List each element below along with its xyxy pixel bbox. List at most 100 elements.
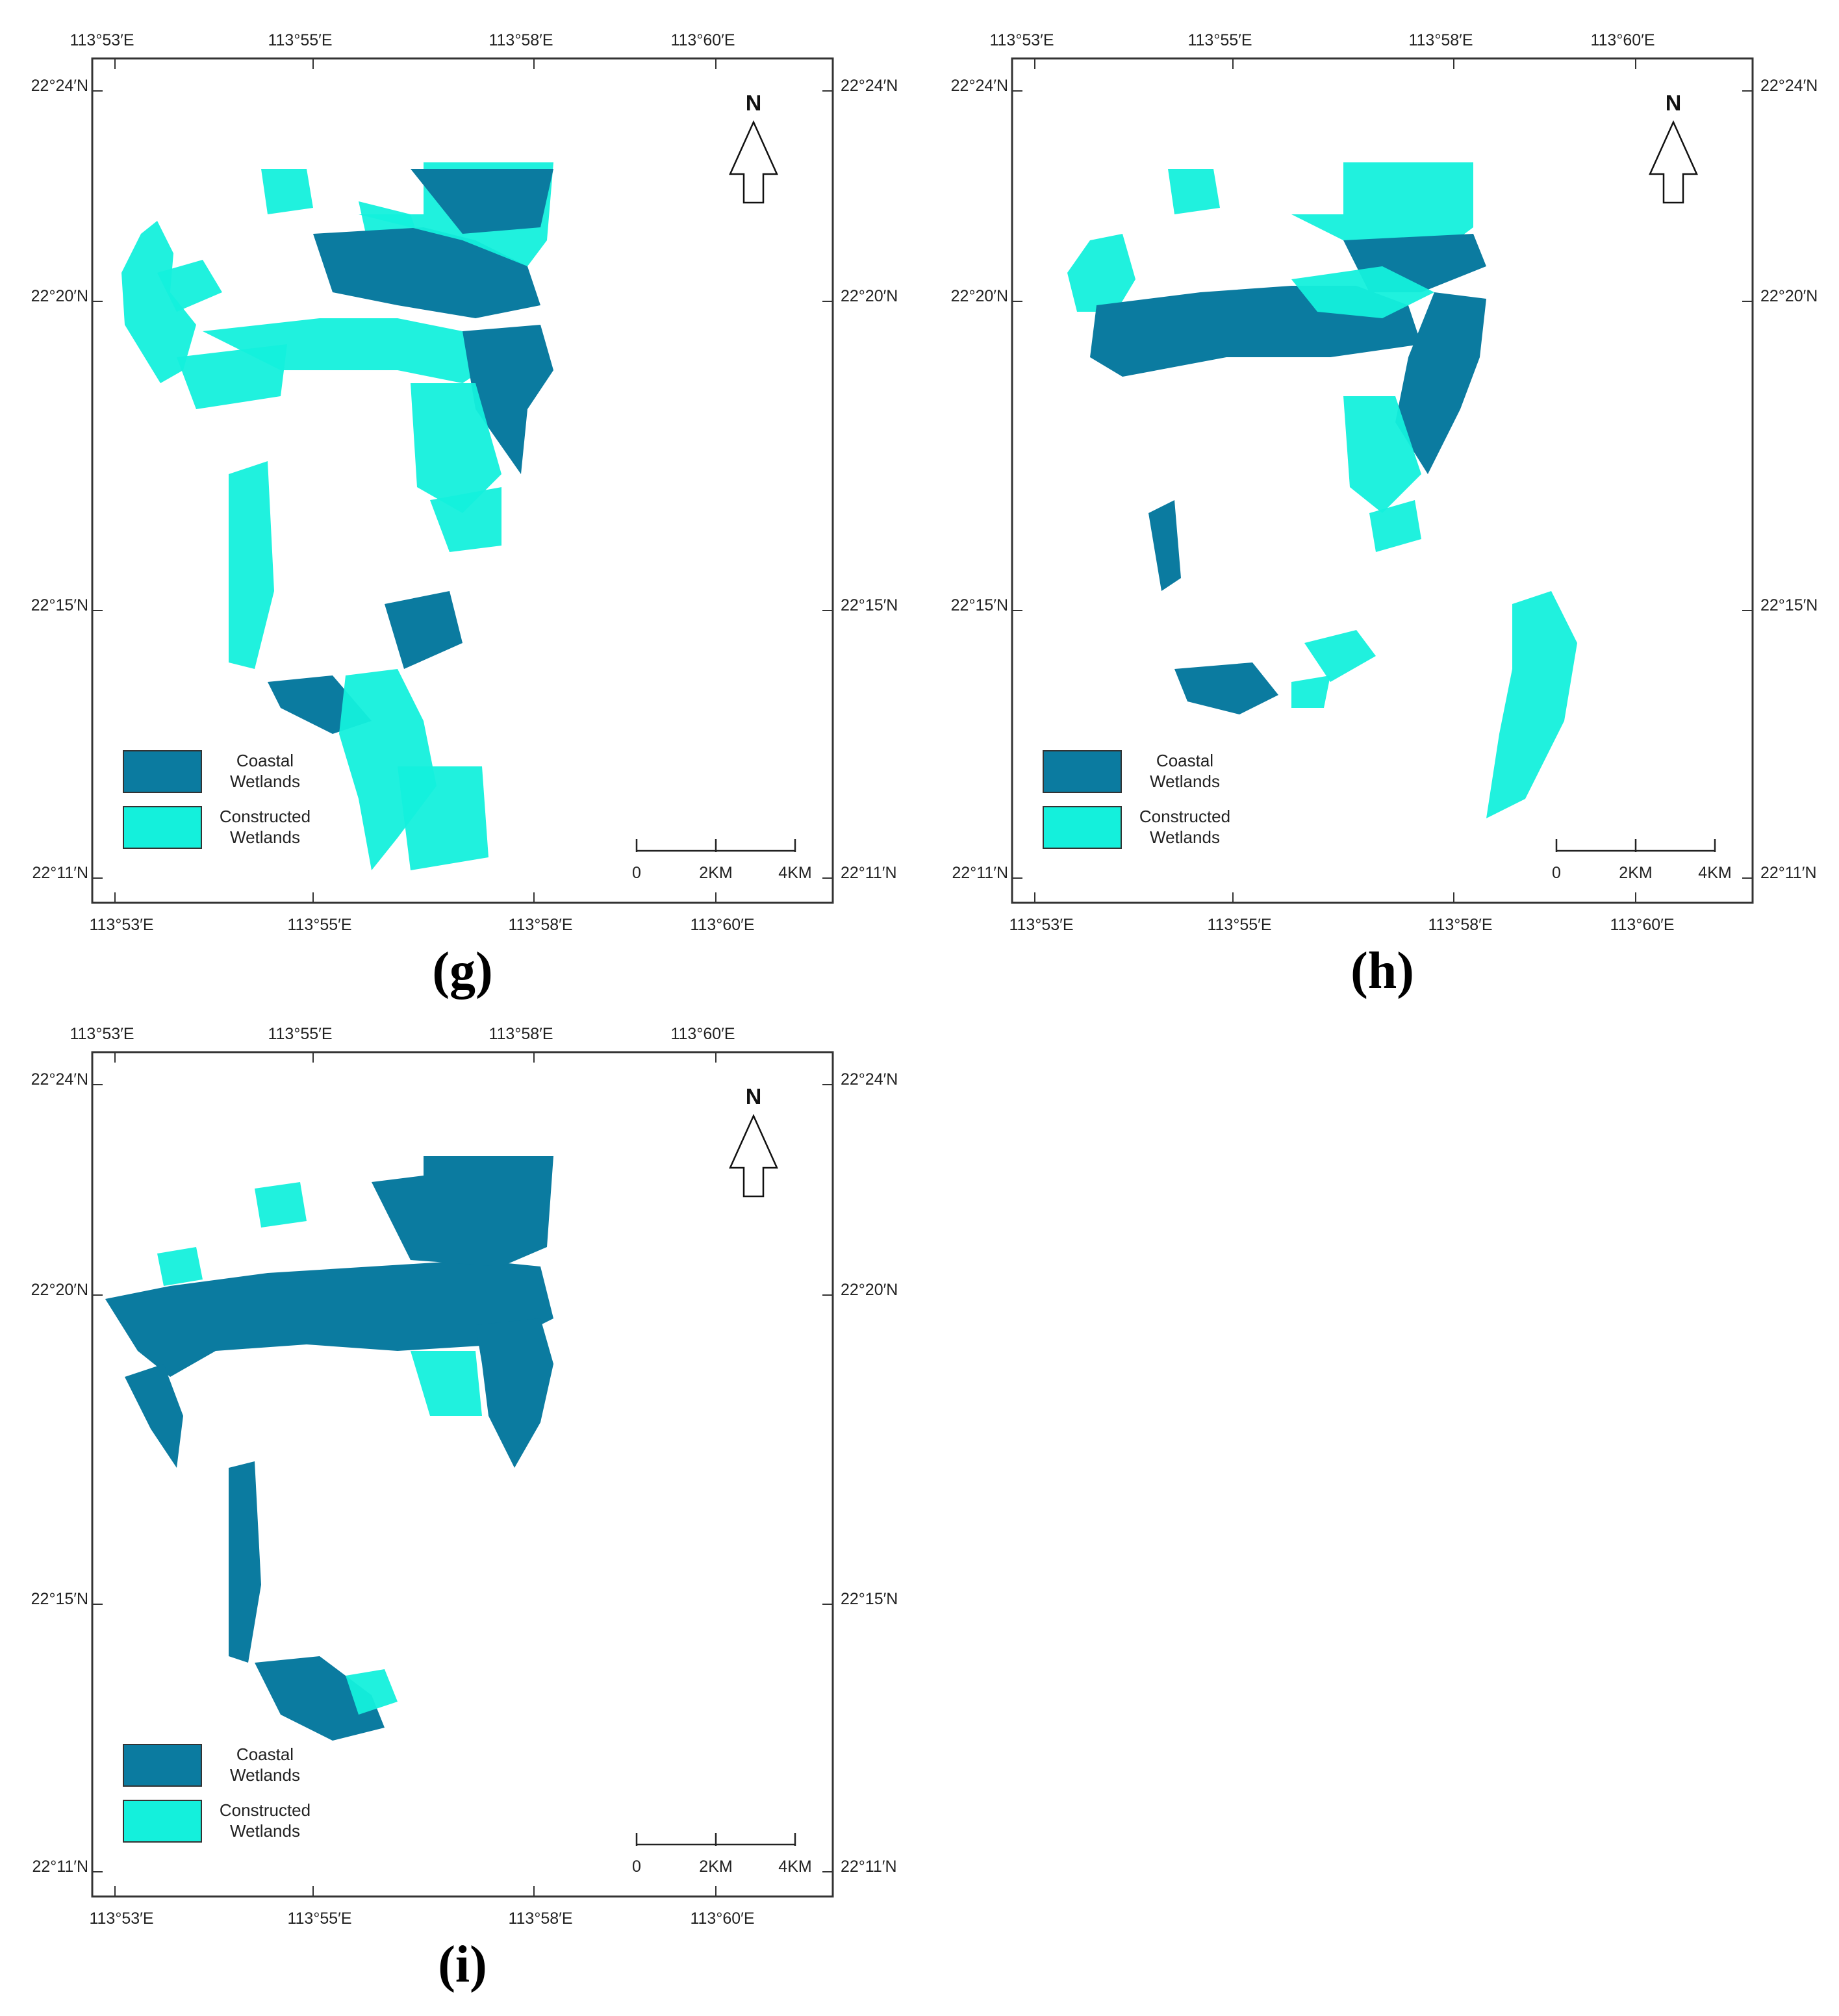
scale-bar-label: 4KM xyxy=(778,864,811,882)
lon-label-bottom: 113°60′E xyxy=(1610,916,1674,934)
constructed-wetland-region xyxy=(121,221,196,383)
legend-swatch-constructed xyxy=(123,1800,202,1843)
panel-label-g: (g) xyxy=(432,942,493,1000)
map-panel-g: 113°53′E 113°53′E 113°55′E 113°55′E 113°58′E… xyxy=(8,19,917,968)
lat-label-left: 22°15′N xyxy=(951,596,1008,614)
lat-label-right: 22°20′N xyxy=(841,287,898,305)
scale-bar-label: 0 xyxy=(632,1858,641,1876)
coastal-wetland-region xyxy=(255,1656,385,1741)
lon-label-bottom: 113°53′E xyxy=(89,916,153,934)
scale-bar-label: 4KM xyxy=(1698,864,1731,882)
legend-label-constructed-2: Wetlands xyxy=(230,827,300,847)
constructed-wetland-region xyxy=(1168,169,1220,214)
constructed-wetland-region xyxy=(157,260,222,312)
coastal-wetland-region xyxy=(385,591,463,669)
map-panel-i: 113°53′E 113°53′E 113°55′E 113°55′E 113°58′E… xyxy=(8,1013,917,1961)
lat-label-right: 22°24′N xyxy=(841,77,898,95)
lon-label-bottom: 113°55′E xyxy=(1207,916,1271,934)
legend-swatch-constructed xyxy=(1043,806,1122,849)
lat-label-left: 22°11′N xyxy=(32,1858,89,1876)
constructed-wetland-region xyxy=(229,461,274,669)
lat-label-right: 22°20′N xyxy=(1760,287,1818,305)
scale-bar-label: 0 xyxy=(632,864,641,882)
lat-label-right: 22°11′N xyxy=(1760,864,1817,882)
lon-label-bottom: 113°55′E xyxy=(287,1909,351,1928)
lat-label-left: 22°11′N xyxy=(32,864,89,882)
lon-label-top: 113°53′E xyxy=(70,31,134,49)
wetland-layer xyxy=(121,162,553,870)
lon-label-bottom: 113°58′E xyxy=(508,1909,572,1928)
lon-label-top: 113°55′E xyxy=(268,31,332,49)
legend-label-coastal-1: Coastal xyxy=(1156,751,1213,770)
lat-label-left: 22°15′N xyxy=(31,596,88,614)
coastal-wetland-region xyxy=(463,325,553,474)
coastal-wetland-region xyxy=(313,227,540,318)
coastal-wetland-region xyxy=(229,1461,261,1663)
legend-label-coastal-1: Coastal xyxy=(236,1745,294,1764)
legend-label-coastal-2: Wetlands xyxy=(1150,772,1220,791)
constructed-wetland-region xyxy=(430,487,501,552)
lon-label-top: 113°55′E xyxy=(268,1025,332,1043)
legend-label-constructed-1: Constructed xyxy=(1139,807,1230,826)
panel-label-i: (i) xyxy=(438,1936,487,1993)
lon-label-bottom: 113°53′E xyxy=(1009,916,1073,934)
lon-label-top: 113°58′E xyxy=(488,31,553,49)
lat-label-left: 22°20′N xyxy=(951,287,1008,305)
legend-swatch-coastal xyxy=(1043,750,1122,793)
legend-label-coastal-2: Wetlands xyxy=(230,1765,300,1785)
legend-swatch-coastal xyxy=(123,750,202,793)
constructed-wetland-region xyxy=(261,169,313,214)
lon-label-top: 113°58′E xyxy=(488,1025,553,1043)
map-figure: 113°53′E 113°53′E 113°55′E 113°55′E 113°58′E… xyxy=(31,1025,898,1928)
lon-label-top: 113°53′E xyxy=(989,31,1054,49)
legend-swatch-coastal xyxy=(123,1744,202,1787)
lat-label-right: 22°24′N xyxy=(841,1070,898,1089)
panel-label-h: (h) xyxy=(1351,942,1414,1000)
coastal-wetland-region xyxy=(125,1364,183,1468)
lat-label-left: 22°24′N xyxy=(951,77,1008,95)
constructed-wetland-region xyxy=(1291,266,1434,318)
constructed-wetland-region xyxy=(411,1351,482,1416)
coastal-wetland-region xyxy=(105,1260,553,1377)
lat-label-right: 22°20′N xyxy=(841,1281,898,1299)
lat-label-right: 22°24′N xyxy=(1760,77,1818,95)
lon-label-bottom: 113°55′E xyxy=(287,916,351,934)
legend-label-constructed-1: Constructed xyxy=(220,807,311,826)
north-label: N xyxy=(1666,91,1682,116)
constructed-wetland-region xyxy=(346,1669,398,1715)
constructed-wetland-region xyxy=(255,1182,307,1228)
lat-label-left: 22°20′N xyxy=(31,1281,88,1299)
lon-label-top: 113°53′E xyxy=(70,1025,134,1043)
north-arrow-icon xyxy=(729,1113,778,1198)
coastal-wetland-region xyxy=(1174,662,1278,714)
lon-label-top: 113°58′E xyxy=(1408,31,1473,49)
north-label: N xyxy=(746,91,762,116)
wetland-layer xyxy=(105,1156,553,1741)
coastal-wetland-region xyxy=(1395,292,1486,474)
lon-label-top: 113°60′E xyxy=(670,31,735,49)
lat-label-left: 22°11′N xyxy=(952,864,1009,882)
north-label: N xyxy=(746,1085,762,1109)
scale-bar-label: 0 xyxy=(1552,864,1561,882)
constructed-wetland-region xyxy=(339,669,437,870)
legend-label-constructed-2: Wetlands xyxy=(1150,827,1220,847)
constructed-wetland-region xyxy=(398,766,488,870)
lon-label-top: 113°60′E xyxy=(1590,31,1655,49)
constructed-wetland-region xyxy=(157,1247,203,1286)
north-arrow-icon xyxy=(1649,120,1698,204)
map-figure: 113°53′E 113°53′E 113°55′E 113°55′E 113°58′E… xyxy=(31,31,898,934)
scale-bar-label: 2KM xyxy=(1619,864,1652,882)
coastal-wetland-region xyxy=(411,169,553,234)
constructed-wetland-region xyxy=(1343,396,1421,513)
map-figure: 113°53′E 113°53′E 113°55′E 113°55′E 113°58′E… xyxy=(951,31,1818,934)
scale-bar-label: 4KM xyxy=(778,1858,811,1876)
lon-label-bottom: 113°58′E xyxy=(1428,916,1492,934)
constructed-wetland-region xyxy=(177,344,287,409)
lat-label-right: 22°11′N xyxy=(841,1858,897,1876)
lon-label-top: 113°60′E xyxy=(670,1025,735,1043)
lon-label-bottom: 113°60′E xyxy=(690,916,754,934)
legend-label-coastal-2: Wetlands xyxy=(230,772,300,791)
lon-label-bottom: 113°53′E xyxy=(89,1909,153,1928)
scale-bar-label: 2KM xyxy=(699,864,732,882)
lat-label-right: 22°11′N xyxy=(841,864,897,882)
